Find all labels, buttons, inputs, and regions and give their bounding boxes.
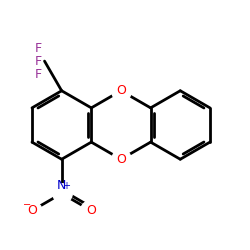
Text: O: O — [116, 153, 126, 166]
Text: −: − — [23, 200, 31, 210]
Text: F: F — [35, 54, 42, 68]
Text: O: O — [86, 204, 96, 217]
Text: F: F — [35, 42, 42, 54]
Text: F: F — [35, 68, 42, 80]
Text: N: N — [57, 179, 66, 192]
Text: O: O — [116, 84, 126, 97]
Text: O: O — [27, 204, 37, 217]
Text: +: + — [62, 181, 70, 191]
